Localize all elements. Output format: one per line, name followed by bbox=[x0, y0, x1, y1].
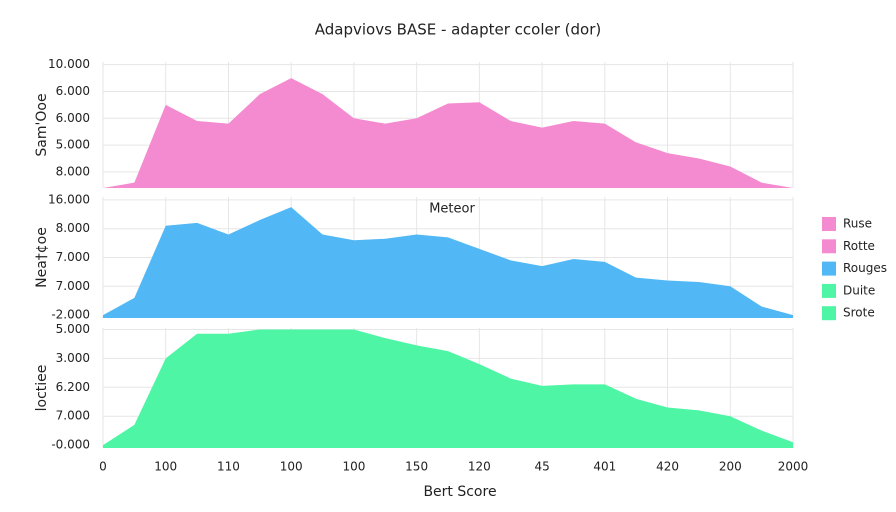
y-tick-label: 5.000 bbox=[56, 138, 90, 152]
legend-swatch bbox=[822, 261, 836, 276]
chart-title: Adapviovs BASE - adapter ccoler (dor) bbox=[315, 21, 601, 39]
legend-swatch bbox=[822, 306, 836, 321]
x-tick-label: 120 bbox=[468, 460, 491, 474]
y-tick-label: 6.000 bbox=[56, 111, 90, 125]
x-tick-label: 110 bbox=[217, 460, 240, 474]
y-tick-label: 10.000 bbox=[48, 57, 90, 71]
area bbox=[103, 207, 793, 318]
legend-swatch bbox=[822, 283, 836, 298]
x-tick-label: 420 bbox=[656, 460, 679, 474]
y-axis-label: Nea†¢oe bbox=[34, 227, 50, 288]
y-tick-label: 6.200 bbox=[56, 380, 90, 394]
y-tick-label: 8.000 bbox=[56, 221, 90, 235]
y-tick-label: 6.000 bbox=[56, 84, 90, 98]
annotation: Meteor bbox=[429, 202, 475, 217]
legend-swatch bbox=[822, 217, 836, 231]
legend-swatch bbox=[822, 239, 836, 254]
x-axis-label: Bert Score bbox=[423, 484, 496, 500]
y-tick-label: 5.000 bbox=[56, 322, 90, 336]
legend-label: Srote bbox=[843, 306, 875, 320]
area bbox=[103, 78, 793, 188]
y-axis-label: Sam'Ooe bbox=[34, 93, 50, 156]
area bbox=[103, 329, 793, 448]
x-tick-label: 2000 bbox=[778, 460, 809, 474]
y-tick-label: 8.000 bbox=[56, 164, 90, 178]
x-tick-label: 200 bbox=[719, 460, 742, 474]
y-tick-label: -0.000 bbox=[51, 438, 90, 452]
x-tick-label: 100 bbox=[342, 460, 365, 474]
y-axis-label: loctiee bbox=[34, 365, 50, 412]
legend-label: Duite bbox=[843, 283, 875, 297]
legend-label: Rouges bbox=[843, 261, 887, 275]
y-tick-label: 3.000 bbox=[56, 351, 90, 365]
x-tick-label: 45 bbox=[534, 460, 549, 474]
legend-label: Ruse bbox=[843, 217, 872, 231]
y-tick-label: 7.000 bbox=[56, 250, 90, 264]
x-tick-label: 150 bbox=[405, 460, 428, 474]
y-tick-label: 7.000 bbox=[56, 409, 90, 423]
y-tick-label: 16.000 bbox=[48, 192, 90, 206]
legend-label: Rotte bbox=[843, 239, 875, 253]
y-tick-label: 7.000 bbox=[56, 279, 90, 293]
x-tick-label: 0 bbox=[99, 460, 107, 474]
x-tick-label: 100 bbox=[280, 460, 303, 474]
y-tick-label: -2.000 bbox=[51, 308, 90, 322]
x-tick-label: 100 bbox=[154, 460, 177, 474]
x-tick-label: 401 bbox=[593, 460, 616, 474]
